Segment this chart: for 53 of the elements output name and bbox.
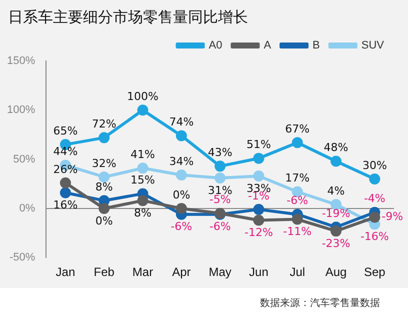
data-label: 48%: [324, 141, 348, 154]
data-label: 43%: [208, 146, 232, 160]
x-tick-label: Mar: [132, 265, 154, 280]
data-label: 26%: [53, 162, 78, 176]
data-label: 74%: [169, 116, 194, 129]
data-label: 100%: [127, 90, 158, 104]
data-label: 8%: [134, 206, 152, 220]
y-tick-label: 100%: [6, 104, 36, 116]
data-label: -9%: [382, 210, 404, 224]
y-tick-label: 0%: [19, 202, 36, 214]
x-tick-label: Sep: [364, 265, 386, 280]
x-tick-label: Jul: [290, 265, 306, 280]
legend-label: A0: [208, 40, 222, 52]
data-label: -19%: [322, 206, 350, 220]
x-tick-label: Jan: [56, 265, 76, 280]
data-label: 67%: [285, 122, 310, 136]
data-label: 51%: [246, 138, 271, 152]
data-label: 30%: [362, 158, 387, 172]
data-label: 0%: [172, 188, 190, 202]
y-tick-label: -50%: [9, 252, 36, 264]
x-tick-label: Apr: [172, 265, 191, 280]
x-tick-label: Aug: [325, 265, 347, 280]
legend-label: B: [312, 40, 320, 52]
x-tick-label: Jun: [249, 265, 268, 280]
data-label: 4%: [327, 184, 345, 198]
x-tick-label: May: [208, 265, 232, 280]
data-label: -5%: [209, 193, 231, 206]
data-label: 44%: [53, 145, 78, 158]
data-label: 0%: [95, 214, 113, 228]
data-label: 16%: [53, 198, 78, 212]
chart-title: 日系车主要细分市场零售量同比增长: [7, 7, 249, 28]
legend-label: SUV: [361, 40, 385, 52]
data-label: -12%: [244, 226, 273, 240]
y-tick-label: 50%: [13, 153, 36, 166]
data-label: 32%: [92, 156, 116, 170]
data-label: 41%: [130, 148, 155, 162]
data-label: -11%: [283, 225, 312, 238]
y-tick-label: 150%: [6, 55, 36, 68]
data-label: -23%: [322, 236, 350, 250]
data-label: -16%: [360, 230, 389, 244]
legend-label: A: [264, 40, 272, 52]
data-label: 72%: [92, 118, 116, 131]
data-label: 17%: [285, 172, 310, 185]
source-note: 数据来源：汽车零售量数据: [259, 296, 381, 310]
data-label: 15%: [130, 174, 155, 187]
data-label: 8%: [95, 180, 113, 194]
data-label: -4%: [364, 192, 386, 206]
data-label: -6%: [209, 220, 231, 234]
data-label: 34%: [169, 154, 194, 168]
data-label: -6%: [170, 220, 192, 234]
data-label: -6%: [286, 194, 308, 208]
data-label: 65%: [53, 124, 78, 138]
x-tick-label: Feb: [94, 265, 115, 280]
